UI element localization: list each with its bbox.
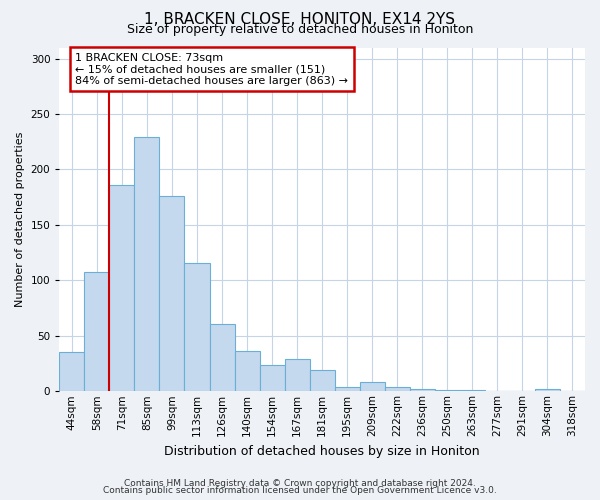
Bar xyxy=(410,389,435,392)
Bar xyxy=(385,387,410,392)
Bar xyxy=(360,382,385,392)
Bar xyxy=(260,364,284,392)
Bar xyxy=(85,272,109,392)
Bar xyxy=(109,185,134,392)
Y-axis label: Number of detached properties: Number of detached properties xyxy=(15,132,25,307)
Bar xyxy=(284,359,310,392)
Bar xyxy=(184,262,209,392)
Bar xyxy=(59,352,85,392)
Text: Contains public sector information licensed under the Open Government Licence v3: Contains public sector information licen… xyxy=(103,486,497,495)
Text: 1 BRACKEN CLOSE: 73sqm
← 15% of detached houses are smaller (151)
84% of semi-de: 1 BRACKEN CLOSE: 73sqm ← 15% of detached… xyxy=(75,52,348,86)
Bar xyxy=(134,138,160,392)
Text: Size of property relative to detached houses in Honiton: Size of property relative to detached ho… xyxy=(127,22,473,36)
Bar xyxy=(460,390,485,392)
Text: 1, BRACKEN CLOSE, HONITON, EX14 2YS: 1, BRACKEN CLOSE, HONITON, EX14 2YS xyxy=(145,12,455,28)
Bar xyxy=(235,352,260,392)
X-axis label: Distribution of detached houses by size in Honiton: Distribution of detached houses by size … xyxy=(164,444,480,458)
Bar xyxy=(160,196,184,392)
Text: Contains HM Land Registry data © Crown copyright and database right 2024.: Contains HM Land Registry data © Crown c… xyxy=(124,478,476,488)
Bar xyxy=(535,389,560,392)
Bar xyxy=(209,324,235,392)
Bar xyxy=(435,390,460,392)
Bar xyxy=(335,387,360,392)
Bar xyxy=(310,370,335,392)
